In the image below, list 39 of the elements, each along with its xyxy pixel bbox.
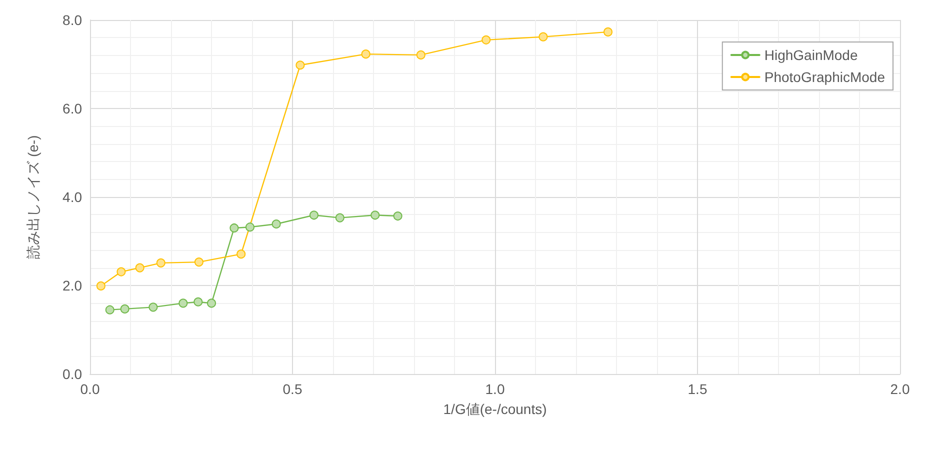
- point: [482, 35, 491, 44]
- point: [272, 219, 281, 228]
- y-axis-title: 読み出しノイズ (e-): [25, 135, 41, 259]
- point: [135, 263, 144, 272]
- point: [156, 258, 166, 268]
- point: [335, 213, 344, 222]
- x-tick-label: 1.0: [485, 381, 505, 397]
- point: [178, 298, 188, 308]
- point: [296, 60, 305, 70]
- point: [207, 298, 216, 308]
- point: [120, 304, 130, 314]
- point: [245, 222, 254, 232]
- y-tick-label: 8.0: [62, 12, 82, 28]
- x-axis-title: 1/G値(e-/counts): [443, 401, 547, 417]
- point: [370, 210, 380, 220]
- legend-label: PhotoGraphicMode: [764, 69, 886, 85]
- x-tick-label: 2.0: [890, 381, 910, 397]
- point: [96, 281, 106, 290]
- point: [393, 212, 402, 221]
- legend-label: HighGainMode: [764, 47, 858, 63]
- point: [194, 297, 203, 306]
- y-tick-label: 6.0: [62, 100, 82, 116]
- y-tick-label: 4.0: [62, 189, 82, 205]
- point: [230, 223, 239, 232]
- point: [105, 305, 114, 314]
- x-tick-label: 0.5: [282, 381, 302, 397]
- point: [416, 50, 426, 60]
- y-tick-label: 2.0: [62, 278, 82, 294]
- point: [309, 210, 318, 220]
- point: [604, 27, 612, 36]
- point: [236, 250, 246, 259]
- point: [538, 32, 548, 42]
- x-tick-label: 1.5: [688, 381, 708, 397]
- x-tick-label: 0.0: [80, 381, 100, 397]
- y-tick-label: 0.0: [62, 366, 82, 382]
- point: [148, 302, 158, 312]
- point: [194, 258, 204, 267]
- point: [361, 50, 370, 59]
- point: [116, 267, 126, 276]
